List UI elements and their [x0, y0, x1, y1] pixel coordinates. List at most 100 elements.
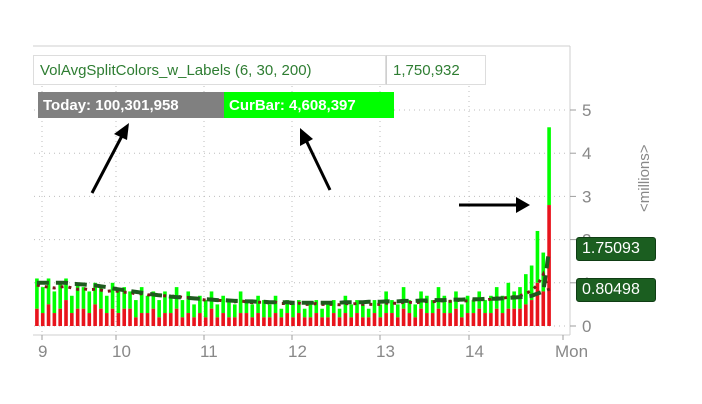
volume-bar-lower [430, 313, 435, 326]
volume-bar-lower [128, 308, 132, 326]
volume-bar-lower [75, 308, 80, 326]
volume-bar-upper [151, 291, 156, 309]
volume-bar-upper [186, 291, 191, 314]
volume-bar-lower [285, 313, 289, 326]
volume-bar-upper [203, 300, 208, 318]
volume-bar-upper [395, 304, 400, 318]
volume-bar-upper [372, 300, 377, 314]
volume-bar-upper [535, 230, 540, 283]
volume-bar-lower [349, 317, 354, 326]
volume-bar-lower [489, 313, 493, 326]
volume-bar-lower [518, 308, 522, 326]
volume-bar-lower [134, 317, 138, 326]
volume-bar-upper [413, 304, 418, 318]
volume-bar-lower [157, 317, 161, 326]
volume-bar-upper [99, 287, 103, 309]
arrow-curbar [303, 137, 332, 191]
volume-bar-upper [529, 265, 534, 301]
study-title[interactable]: VolAvgSplitColors_w_Labels (6, 30, 200) [33, 55, 386, 85]
volume-bar-lower [413, 317, 418, 326]
volume-bar-upper [163, 291, 167, 314]
volume-bar-upper [145, 295, 150, 314]
volume-bar-lower [308, 317, 313, 326]
annotation-arrows [90, 123, 530, 213]
volume-bar-lower [407, 313, 412, 326]
volume-bar-upper [227, 300, 231, 318]
volume-bar-lower [99, 308, 103, 326]
volume-bar-upper [442, 295, 447, 314]
volume-bar-upper [52, 291, 57, 314]
volume-bar-lower [547, 205, 551, 326]
volume-bar-upper [320, 308, 324, 318]
volume-bar-upper [390, 300, 394, 314]
volume-bar-upper [308, 304, 313, 318]
volume-bar-upper [232, 304, 237, 318]
volume-bar-lower [291, 317, 295, 326]
line-layer [36, 250, 552, 307]
volume-bar-lower [186, 313, 191, 326]
arrow-today [90, 131, 126, 194]
volume-bar-lower [116, 313, 121, 326]
study-value: 1,750,932 [386, 55, 486, 85]
volume-bar-upper [192, 304, 196, 318]
volume-bar-upper [104, 295, 109, 314]
arrow-last-bar-head [516, 197, 530, 213]
volume-bar-lower [459, 317, 464, 326]
volume-bar-lower [215, 317, 220, 326]
volume-bar-lower [343, 313, 348, 326]
volume-bar-upper [285, 300, 289, 314]
volume-bar-upper [361, 304, 365, 318]
volume-bar-lower [436, 308, 441, 326]
volume-bar-lower [180, 317, 185, 326]
volume-bar-upper [244, 300, 249, 314]
volume-bar-upper [378, 304, 383, 318]
volume-bar-lower [250, 317, 255, 326]
volume-bar-upper [471, 300, 476, 314]
volume-bar-lower [401, 308, 406, 326]
volume-bar-lower [419, 308, 423, 326]
volume-bar-upper [489, 295, 493, 314]
y-tick-label: 4 [582, 144, 591, 163]
volume-bar-lower [378, 317, 383, 326]
volume-bar-upper [267, 304, 272, 318]
volume-bar-lower [366, 317, 371, 326]
volume-bar-lower [529, 300, 534, 326]
volume-bar-upper [337, 308, 342, 318]
volume-bar-lower [425, 313, 429, 326]
arrow-curbar-head [300, 128, 313, 146]
volume-bar-lower [151, 308, 156, 326]
volume-bar-lower [209, 308, 214, 326]
volume-bar-lower [279, 317, 284, 326]
volume-bar-upper [128, 291, 132, 309]
volume-bar-lower [331, 313, 336, 326]
x-tick-label: 10 [112, 342, 131, 361]
volume-bar-upper [70, 295, 74, 314]
volume-bar-lower [273, 313, 278, 326]
arrow-today-head [114, 123, 129, 140]
volume-bar-upper [401, 287, 406, 309]
volume-bar-lower [454, 308, 458, 326]
volume-bar-upper [355, 300, 359, 314]
volume-bar-upper [279, 308, 284, 318]
y-tick-label: 5 [582, 101, 591, 120]
volume-bar-upper [64, 278, 68, 301]
volume-bar-lower [535, 282, 540, 326]
volume-bar-lower [320, 317, 324, 326]
volume-bar-lower [506, 308, 511, 326]
volume-bar-upper [250, 304, 255, 318]
volume-bar-upper [93, 282, 97, 305]
volume-bar-upper [35, 278, 39, 309]
volume-bar-upper [331, 300, 336, 314]
volume-bar-upper [221, 295, 225, 314]
volume-bar-lower [267, 317, 272, 326]
volume-bar-lower [471, 313, 476, 326]
volume-bar-lower [326, 317, 330, 326]
volume-bar-upper [459, 304, 464, 318]
volume-bar-upper [465, 295, 470, 314]
volume-bar-upper [430, 300, 435, 314]
volume-bar-lower [198, 313, 202, 326]
volume-bar-lower [145, 313, 150, 326]
volume-bar-upper [157, 300, 161, 318]
long-average-line [36, 250, 552, 305]
volume-bar-lower [163, 313, 167, 326]
